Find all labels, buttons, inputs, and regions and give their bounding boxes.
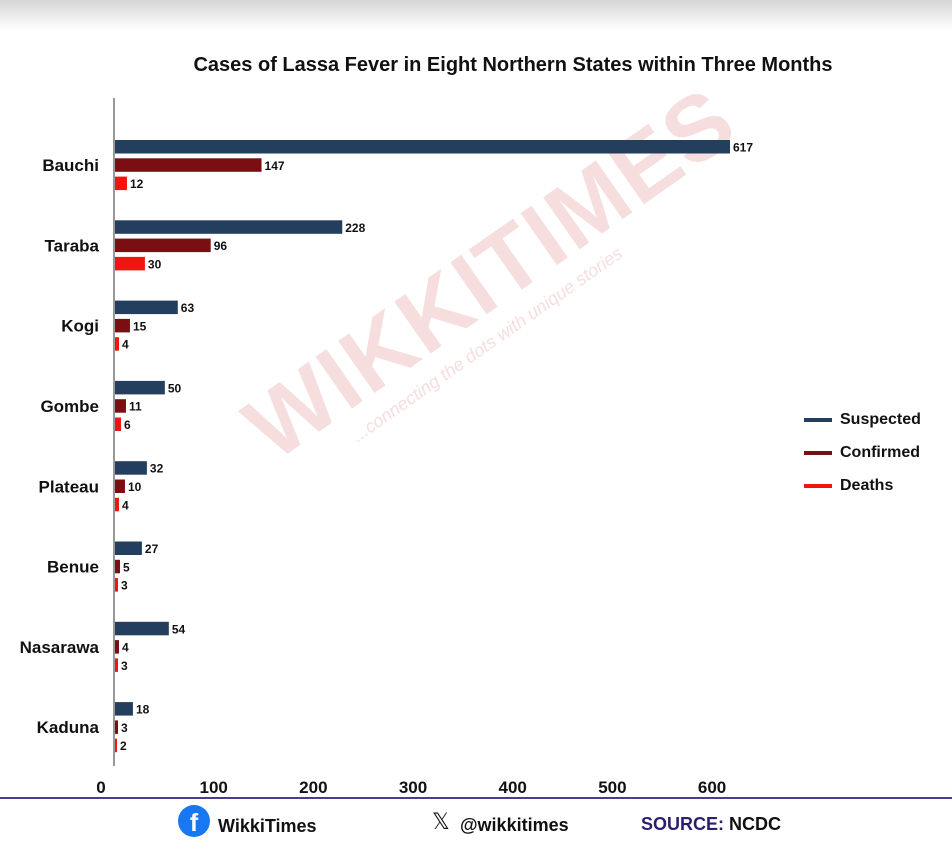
data-label: 10 (128, 480, 142, 494)
data-label: 32 (150, 462, 164, 476)
bar-confirmed (115, 158, 262, 172)
x-tick-label: 500 (598, 778, 626, 797)
legend-item-confirmed: Confirmed (804, 436, 921, 469)
data-label: 30 (148, 257, 162, 271)
top-shadow (0, 0, 952, 30)
legend-item-deaths: Deaths (804, 469, 921, 502)
bar-suspected (115, 621, 169, 636)
bar-confirmed (115, 559, 120, 574)
data-label: 3 (121, 721, 128, 735)
data-label: 27 (145, 542, 159, 556)
legend-label: Deaths (840, 476, 894, 494)
bar-suspected (115, 702, 133, 716)
data-label: 11 (129, 400, 142, 414)
footer: f WikkiTimes 𝕏 @wikkitimes SOURCE: NCDC (0, 799, 952, 861)
data-label: 18 (136, 703, 150, 717)
bar-chart: Bauchi61714712Taraba2289630Kogi63154Gomb… (20, 98, 753, 797)
legend: Suspected Confirmed Deaths (804, 403, 921, 502)
category-label: Kaduna (37, 718, 100, 737)
bar-confirmed (115, 238, 211, 253)
category-label: Nasarawa (20, 638, 100, 657)
bar-suspected (115, 140, 730, 154)
data-label: 96 (214, 239, 228, 253)
legend-label: Suspected (840, 410, 921, 428)
bar-confirmed (115, 399, 126, 413)
legend-swatch (804, 483, 832, 488)
x-tick-label: 600 (698, 778, 726, 797)
bar-deaths (115, 497, 119, 512)
legend-swatch (804, 450, 832, 455)
x-handle-label[interactable]: @wikkitimes (460, 815, 569, 835)
data-label: 5 (123, 560, 130, 574)
x-tick-label: 200 (299, 778, 327, 797)
legend-swatch (804, 417, 832, 422)
data-label: 3 (121, 579, 128, 593)
bar-confirmed (115, 640, 119, 654)
legend-item-suspected: Suspected (804, 403, 921, 436)
x-icon[interactable]: 𝕏 (432, 809, 450, 834)
bar-suspected (115, 461, 147, 475)
bar-confirmed (115, 479, 125, 493)
data-label: 50 (168, 381, 182, 395)
data-label: 4 (122, 498, 129, 512)
bar-deaths (115, 578, 118, 592)
legend-label: Confirmed (840, 443, 920, 461)
data-label: 3 (121, 659, 128, 673)
data-label: 147 (265, 159, 285, 173)
chart-title: Cases of Lassa Fever in Eight Northern S… (193, 54, 833, 76)
data-label: 617 (733, 141, 753, 155)
facebook-icon[interactable]: f (178, 805, 210, 837)
bar-deaths (115, 658, 118, 672)
x-tick-label: 300 (399, 778, 427, 797)
data-label: 2 (120, 739, 127, 753)
category-label: Kogi (61, 317, 99, 336)
bar-deaths (115, 176, 127, 191)
bar-suspected (115, 380, 165, 395)
data-label: 54 (172, 622, 186, 636)
x-tick-label: 100 (199, 778, 227, 797)
bar-suspected (115, 300, 178, 315)
data-label: 63 (181, 301, 195, 315)
category-label: Taraba (45, 236, 100, 255)
category-label: Gombe (40, 397, 99, 416)
x-tick-label: 0 (96, 778, 105, 797)
data-label: 228 (345, 221, 365, 235)
facebook-label[interactable]: WikkiTimes (218, 816, 317, 836)
data-label: 12 (130, 177, 144, 191)
source-value: NCDC (729, 814, 782, 834)
x-tick-label: 400 (499, 778, 527, 797)
bar-deaths (115, 337, 119, 351)
category-label: Plateau (39, 477, 99, 496)
bar-deaths (115, 256, 145, 271)
data-label: 4 (122, 641, 129, 655)
bar-suspected (115, 220, 343, 234)
source-key: SOURCE: (641, 814, 725, 834)
footer-divider (0, 797, 952, 799)
bar-confirmed (115, 318, 130, 333)
category-label: Bauchi (42, 156, 99, 175)
bar-deaths (115, 738, 117, 753)
data-label: 4 (122, 338, 129, 352)
bar-confirmed (115, 720, 118, 734)
data-label: 15 (133, 319, 147, 333)
category-label: Benue (47, 558, 99, 577)
data-label: 6 (124, 418, 131, 432)
bar-suspected (115, 541, 142, 555)
source-credit: SOURCE: NCDC (641, 814, 781, 835)
bar-deaths (115, 417, 121, 431)
